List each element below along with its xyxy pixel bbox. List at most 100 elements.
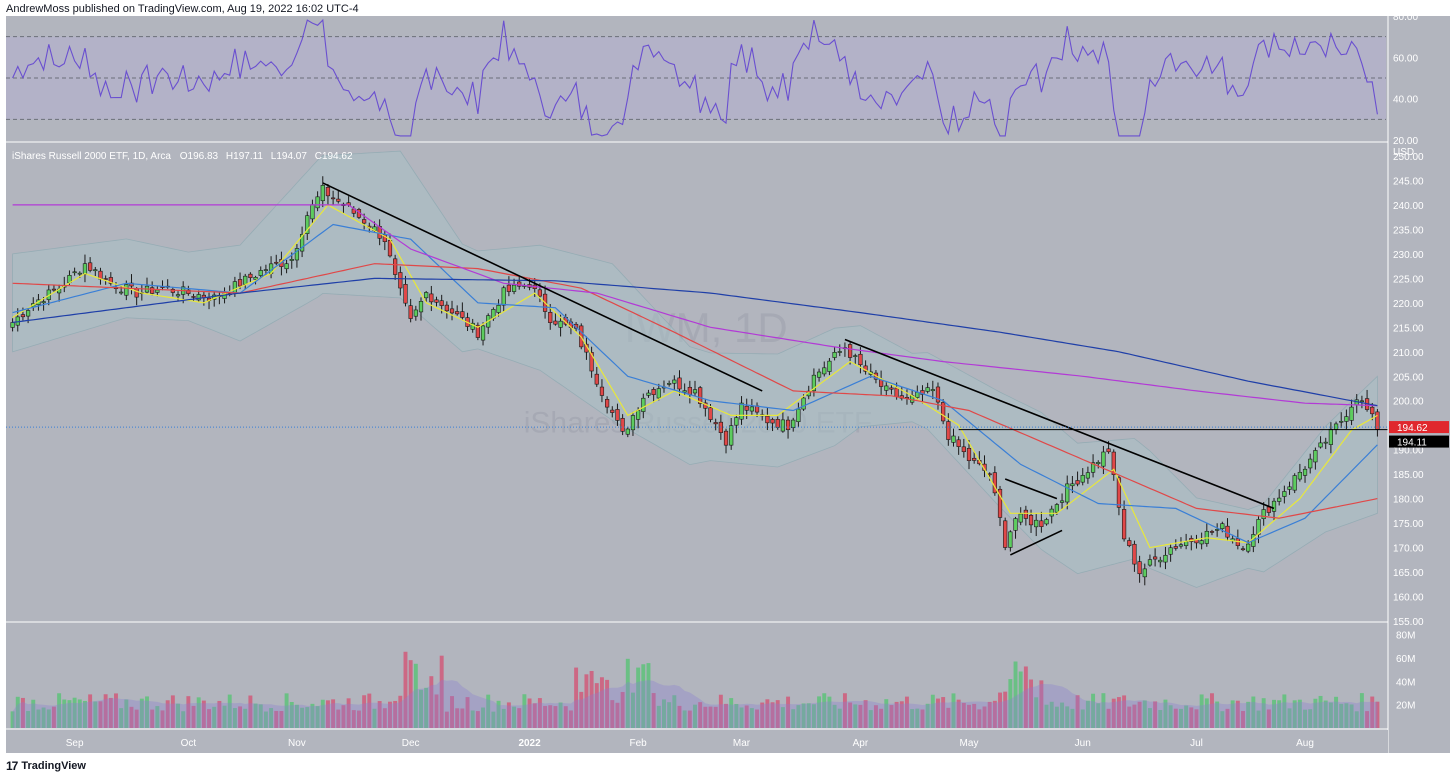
candle-body [274, 261, 279, 264]
volume-bar [972, 703, 977, 728]
candle [408, 298, 413, 323]
candle-body [1090, 462, 1096, 473]
candle-body [51, 288, 57, 291]
price-axis-tick: 210.00 [1393, 348, 1424, 359]
volume-bar [481, 707, 486, 728]
chart-frame[interactable]: IWM, 1D iShares Russell 2000 ETF USD 80.… [6, 16, 1450, 753]
volume-bar [103, 694, 108, 728]
volume-bar [605, 679, 610, 728]
volume-bar [734, 703, 739, 728]
candle-body [1163, 554, 1168, 563]
candle-body [387, 240, 393, 257]
candle-body [1013, 518, 1018, 531]
candle-body [196, 294, 201, 301]
candle [1127, 537, 1132, 548]
tradingview-footer[interactable]: 17 TradingView [6, 759, 86, 773]
candle-body [496, 305, 501, 313]
volume-bar [1359, 693, 1364, 728]
candle [1163, 546, 1168, 570]
candle-body [837, 351, 842, 353]
volume-bar [1334, 696, 1339, 728]
candle [1101, 445, 1106, 475]
candle-body [336, 198, 341, 202]
volume-bar [1370, 696, 1375, 728]
candle-body [1271, 500, 1277, 512]
volume-bar [186, 696, 191, 728]
rsi-pane[interactable] [6, 18, 1388, 143]
candle-body [610, 409, 615, 413]
candle-body [630, 415, 636, 431]
volume-bar [625, 658, 630, 728]
candle-body [1173, 546, 1178, 549]
volume-bar [1054, 706, 1059, 728]
trendline-downtrend-2 [844, 338, 1275, 510]
candle-body [82, 263, 88, 275]
candle-body [987, 473, 992, 476]
volume-bar [1215, 701, 1220, 728]
candle-body [966, 448, 972, 461]
volume-bar [1163, 699, 1168, 728]
volume-bar [786, 696, 791, 728]
candle-body [418, 301, 424, 313]
candle-body [315, 196, 320, 209]
volume-bar [212, 706, 217, 728]
time-axis-background [6, 730, 1388, 753]
volume-bar [868, 710, 873, 728]
volume-bar [36, 709, 41, 728]
candle [403, 275, 408, 307]
symbol-legend[interactable]: iShares Russell 2000 ETF, 1D, Arca O196.… [12, 151, 353, 162]
candle-body [1049, 508, 1054, 517]
candle-body [1349, 406, 1354, 421]
candle-body [294, 248, 300, 261]
price-axis-tick: 180.00 [1393, 495, 1424, 506]
candle-body [93, 269, 98, 272]
candle [1318, 436, 1323, 449]
candle [796, 402, 801, 428]
price-axis[interactable]: USD 80.00 60.00 40.00 20.00 250.00 245.00 240.… [1387, 16, 1450, 753]
volume-bar [248, 695, 253, 728]
candle [832, 347, 837, 361]
volume-bar [703, 706, 708, 728]
candle [930, 380, 935, 400]
time-axis[interactable]: Sep Oct Nov Dec 2022 Feb Mar Apr May Jun Jul Aug [6, 730, 1388, 753]
candle [1240, 546, 1246, 552]
volume-bar [398, 695, 403, 728]
volume-bar [1318, 695, 1323, 728]
candle-body [1153, 556, 1158, 560]
candle [258, 266, 263, 278]
candle-body [501, 287, 506, 306]
candle [1003, 517, 1008, 551]
candle-body [480, 325, 486, 341]
candle-body [1277, 497, 1282, 502]
volume-bar [941, 697, 946, 728]
price-axis-tick: 200.00 [1393, 397, 1424, 408]
last-price-label: 194.62 [1397, 423, 1428, 434]
volume-pane[interactable] [6, 651, 1388, 730]
candle [951, 428, 956, 447]
legend-close: 194.62 [322, 151, 353, 162]
candle-body [1028, 514, 1034, 526]
candle-body [734, 417, 739, 426]
price-pane[interactable]: IWM, 1D iShares Russell 2000 ETF [6, 150, 1388, 623]
candle [449, 300, 455, 321]
volume-bar [450, 696, 454, 728]
candle-body [1333, 423, 1339, 430]
volume-bar [651, 693, 656, 728]
volume-bar [1261, 698, 1266, 728]
time-axis-label: Nov [288, 738, 306, 749]
candle-body [941, 402, 946, 422]
candle [765, 407, 770, 431]
volume-bar [1313, 698, 1318, 728]
tradingview-chart[interactable]: IWM, 1D iShares Russell 2000 ETF USD 80.… [6, 16, 1450, 753]
level-label: 194.11 [1397, 438, 1427, 449]
candle-body [41, 301, 46, 304]
candle-body [72, 271, 77, 274]
candle [553, 311, 558, 326]
candle-body [20, 314, 26, 318]
candle-body [1008, 531, 1013, 548]
candle [88, 257, 93, 273]
candle [460, 302, 465, 320]
candle [1065, 475, 1070, 510]
volume-bar [1189, 707, 1194, 728]
candle [72, 267, 77, 276]
